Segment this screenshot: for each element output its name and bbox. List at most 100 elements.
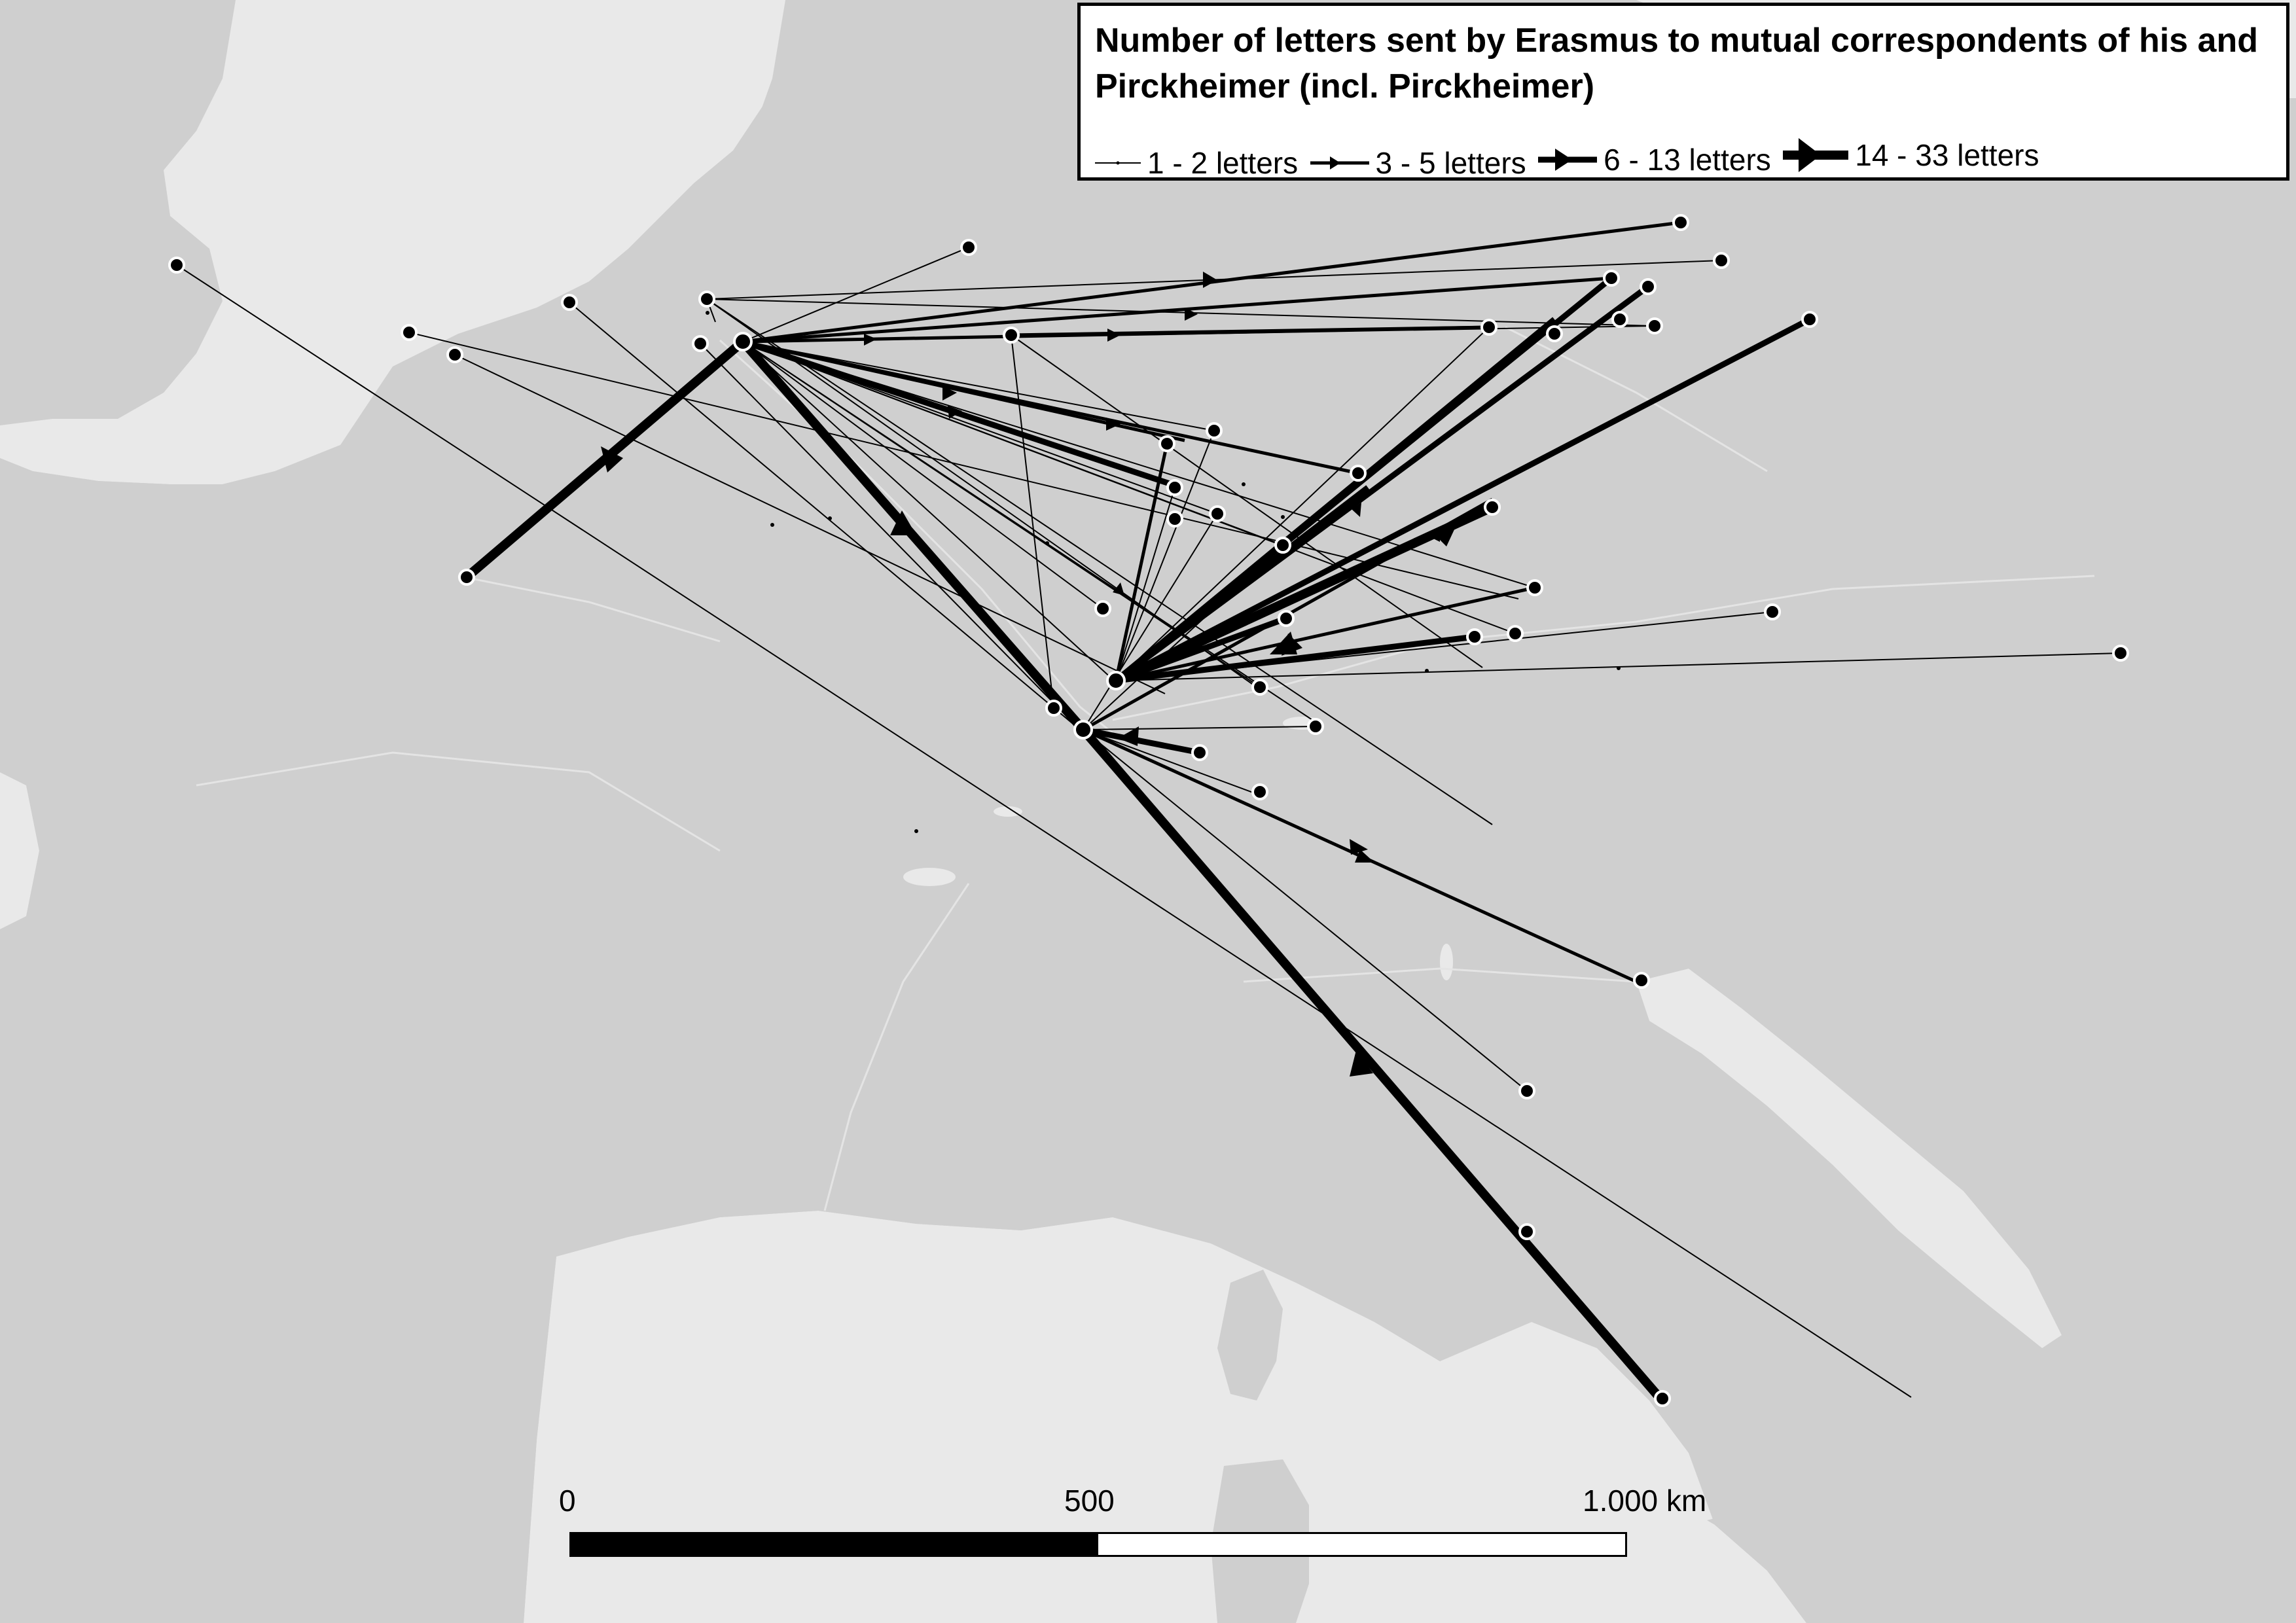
lake-geneva — [903, 868, 956, 886]
tyrrhenian-sea — [1440, 1322, 1715, 1531]
node-paris — [458, 569, 475, 586]
node-dresden — [1611, 311, 1628, 328]
adriatic-sea — [1636, 969, 2062, 1348]
node-leipzig — [1672, 214, 1689, 231]
node-ingolstadt — [1526, 579, 1543, 596]
node-bruges — [561, 294, 578, 311]
node-constance — [1307, 718, 1324, 735]
arrow-basel-krakow — [1427, 527, 1440, 542]
arrow-antwerp-erfurt — [1107, 329, 1121, 342]
node-freiburg — [1045, 700, 1062, 717]
node-breslau — [1801, 311, 1818, 328]
node-strasbourg — [1106, 671, 1126, 690]
node-calais — [401, 324, 418, 341]
legend-label: 14 - 33 letters — [1855, 138, 2039, 172]
river-loire — [196, 751, 721, 852]
arrow-basel-venice — [1355, 849, 1374, 863]
lake-neuchatel — [994, 806, 1022, 817]
node-weimar — [1546, 325, 1563, 342]
node-rome — [1654, 1390, 1671, 1407]
legend-line-medium-icon — [1310, 156, 1369, 169]
legend-item-1-2: 1 - 2 letters — [1095, 143, 1298, 183]
node-wittenberg — [1603, 270, 1620, 287]
city-nodes — [168, 214, 2129, 1407]
connections-thick — [742, 276, 1812, 756]
node-passau — [1507, 625, 1524, 642]
scale-bar-black-segment — [571, 1534, 1098, 1555]
arrow-basel-freiburg — [1118, 726, 1139, 746]
node-basel — [1073, 720, 1093, 740]
arrow-antwerp-mainz — [942, 386, 957, 401]
node-louvain — [733, 332, 753, 351]
legend-label: 6 - 13 letters — [1604, 143, 1771, 177]
arrow-ticks — [706, 311, 1621, 833]
node-bamberg — [1166, 479, 1183, 496]
node-bologna — [1518, 1223, 1535, 1240]
node-augsburg — [1251, 679, 1268, 696]
node-wurzburg — [1350, 465, 1367, 482]
node-boulogne — [446, 346, 463, 363]
arrow-basel-augsburg — [1282, 633, 1302, 656]
node-padua — [1518, 1082, 1535, 1099]
river-danube — [1112, 575, 2095, 721]
node-mainz — [1206, 422, 1223, 439]
scale-bar — [569, 1532, 1627, 1557]
arrow-antwerp-leipzig — [1203, 272, 1217, 288]
node-heidelberg — [1166, 510, 1183, 527]
node-erfurt — [1480, 319, 1498, 336]
legend-line-very-thick-icon — [1783, 138, 1849, 172]
great-britain — [0, 0, 236, 425]
arrow-antwerp-frankfurt — [948, 406, 962, 419]
node-nuremberg — [1484, 499, 1501, 516]
legend-item-14-33: 14 - 33 letters — [1783, 134, 2039, 176]
map-title: Number of letters sent by Erasmus to mut… — [1095, 22, 2258, 105]
legend-label: 1 - 2 letters — [1147, 146, 1299, 180]
node-bautzen — [1646, 317, 1663, 334]
node-frankfurt-oder — [1713, 252, 1730, 269]
node-antwerp — [698, 291, 715, 308]
lake-garda — [1440, 944, 1453, 980]
arrow-basel-rome — [1350, 1050, 1373, 1077]
legend-line-thin-icon — [1095, 161, 1141, 165]
node-deventer — [960, 239, 977, 256]
legend-item-3-5: 3 - 5 letters — [1310, 143, 1526, 183]
atlantic-ocean — [0, 772, 39, 929]
node-zurich — [1191, 744, 1208, 761]
node-brussels — [692, 335, 709, 352]
arrow-basel-speyer — [1113, 582, 1124, 596]
river-seine — [457, 575, 721, 643]
legend-item-6-13: 6 - 13 letters — [1538, 140, 1771, 179]
arrow-louvain-basel — [890, 510, 916, 535]
arrow-basel-venice2 — [1350, 839, 1368, 855]
river-elbe — [1505, 326, 1768, 473]
node-buda — [2112, 645, 2129, 662]
node-tubingen — [1094, 600, 1111, 617]
scale-label-1000: 1.000 km — [1583, 1484, 1707, 1518]
corsica — [1217, 1270, 1283, 1400]
node-meissen — [1640, 278, 1657, 295]
node-cologne — [1003, 327, 1020, 344]
node-vienna — [1764, 603, 1781, 620]
legend-items: 1 - 2 letters 3 - 5 letters 6 - 13 lette… — [1095, 134, 2049, 180]
scale-bar-white-segment — [1098, 1534, 1625, 1555]
node-chur — [1251, 783, 1268, 800]
node-speyer — [1209, 505, 1226, 522]
scale-label-0: 0 — [559, 1484, 576, 1518]
arrowheads — [601, 272, 1460, 1077]
arrow-antwerp-wittenberg — [1185, 308, 1198, 321]
node-munich — [1466, 628, 1483, 645]
river-rhone — [823, 883, 970, 1211]
arrow-basel-prague — [1352, 503, 1361, 517]
legend-box: Number of letters sent by Erasmus to mut… — [1077, 3, 2289, 181]
scale-label-500: 500 — [1064, 1484, 1115, 1518]
legend-label: 3 - 5 letters — [1375, 146, 1526, 180]
arrow-paris-antwerp — [601, 446, 623, 473]
arrow-antwerp-cologne — [864, 334, 877, 346]
arrow-antwerp-wurzburg — [1106, 418, 1121, 431]
node-venice — [1633, 972, 1650, 989]
node-eichstatt — [1274, 537, 1291, 554]
river-po — [1243, 967, 1637, 983]
node-frankfurt — [1158, 435, 1175, 452]
legend-line-thick-icon — [1538, 149, 1598, 171]
